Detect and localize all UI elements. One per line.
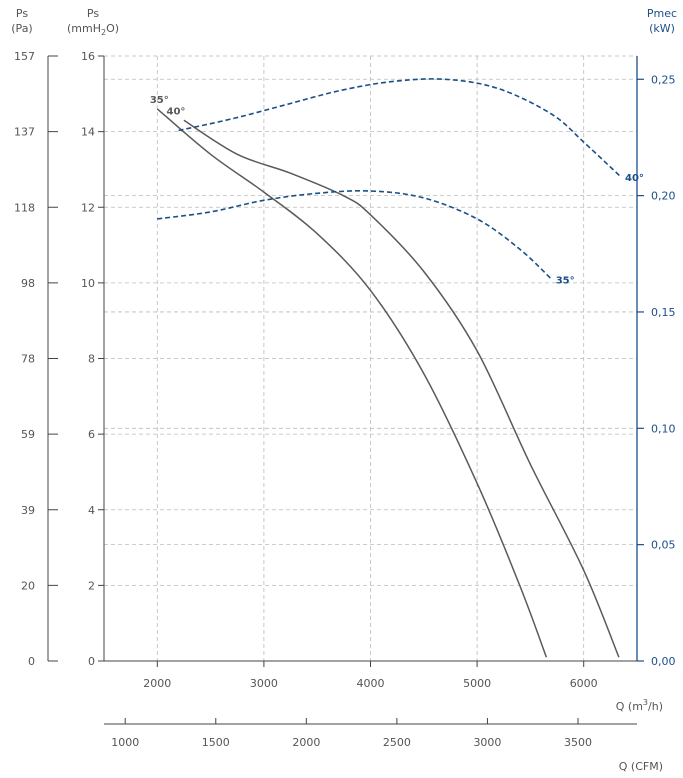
tick-label-mmh2o-8: 8 bbox=[88, 353, 95, 366]
pressure-curve-35 bbox=[156, 108, 548, 658]
pmec-axis-title-line2: (kW) bbox=[649, 22, 675, 35]
tick-label-flow-cfm-1000: 1000 bbox=[111, 736, 139, 749]
tick-label-flow-m3h-3000: 3000 bbox=[250, 677, 278, 690]
grid-lines bbox=[104, 55, 637, 661]
tick-label-mmh2o-4: 4 bbox=[88, 504, 95, 517]
tick-label-mmh2o-6: 6 bbox=[88, 428, 95, 441]
tick-label-flow-m3h-2000: 2000 bbox=[143, 677, 171, 690]
tick-label-pa-5: 98 bbox=[21, 277, 35, 290]
pressure-curve-40 bbox=[183, 119, 620, 658]
mmh2o-axis-title-line2: (mmH2O) bbox=[67, 22, 119, 37]
flow-m3h-title-superscript: 3 bbox=[643, 698, 648, 707]
tick-label-pmec-1: 0,05 bbox=[651, 539, 676, 552]
tick-label-flow-m3h-6000: 6000 bbox=[570, 677, 598, 690]
tick-label-pa-7: 137 bbox=[14, 126, 35, 139]
pressure-curve-label-35: 35° bbox=[150, 95, 169, 106]
tick-label-mmh2o-2: 2 bbox=[88, 579, 95, 592]
tick-label-pa-2: 39 bbox=[21, 504, 35, 517]
power-curve-label-40: 40° bbox=[625, 173, 644, 184]
pmec-axis-title-line1: Pmec bbox=[647, 7, 677, 20]
mmh2o-title-subscript: 2 bbox=[101, 28, 106, 37]
mmh2o-title-prefix: (mmH bbox=[67, 22, 101, 35]
tick-label-mmh2o-10: 10 bbox=[81, 277, 95, 290]
pa-axis-title-line1: Ps bbox=[16, 7, 28, 20]
flow-m3h-title-suffix: /h) bbox=[648, 700, 663, 713]
flow-cfm-axis-title: Q (CFM) bbox=[619, 760, 663, 773]
tick-label-pmec-3: 0,15 bbox=[651, 306, 676, 319]
power-curve-35 bbox=[157, 189, 553, 280]
power-curve-40 bbox=[178, 78, 622, 178]
tick-label-pa-3: 59 bbox=[21, 428, 35, 441]
tick-label-flow-m3h-4000: 4000 bbox=[357, 677, 385, 690]
tick-label-mmh2o-16: 16 bbox=[81, 50, 95, 63]
tick-label-pmec-5: 0,25 bbox=[651, 73, 676, 86]
axis-ticks: 0 2 4 6 8 10 12 14 16 0 20 39 59 78 98 118 137 157 0,00 0,0… bbox=[14, 50, 676, 749]
tick-label-flow-cfm-2000: 2000 bbox=[292, 736, 320, 749]
tick-label-flow-cfm-3000: 3000 bbox=[473, 736, 501, 749]
tick-label-pmec-0: 0,00 bbox=[651, 655, 676, 668]
flow-m3h-axis-title: Q (m3/h) bbox=[616, 698, 663, 713]
tick-label-mmh2o-14: 14 bbox=[81, 126, 95, 139]
tick-label-pa-1: 20 bbox=[21, 579, 35, 592]
tick-label-mmh2o-0: 0 bbox=[88, 655, 95, 668]
tick-label-flow-m3h-5000: 5000 bbox=[463, 677, 491, 690]
tick-label-flow-cfm-3500: 3500 bbox=[564, 736, 592, 749]
tick-label-pa-4: 78 bbox=[21, 353, 35, 366]
tick-label-pa-6: 118 bbox=[14, 201, 35, 214]
mmh2o-title-suffix: O) bbox=[106, 22, 119, 35]
pressure-curve-label-40: 40° bbox=[166, 106, 185, 117]
mmh2o-axis-title-line1: Ps bbox=[87, 7, 99, 20]
tick-label-flow-cfm-1500: 1500 bbox=[202, 736, 230, 749]
tick-label-pa-8: 157 bbox=[14, 50, 35, 63]
tick-label-pmec-4: 0,20 bbox=[651, 190, 676, 203]
tick-label-mmh2o-12: 12 bbox=[81, 201, 95, 214]
tick-label-pa-0: 0 bbox=[28, 655, 35, 668]
curves: 35°40°35°40° bbox=[150, 78, 644, 658]
tick-label-pmec-2: 0,10 bbox=[651, 422, 676, 435]
pa-axis-title-line2: (Pa) bbox=[11, 22, 32, 35]
power-curve-label-35: 35° bbox=[556, 275, 575, 286]
flow-m3h-title-prefix: Q (m bbox=[616, 700, 643, 713]
tick-label-flow-cfm-2500: 2500 bbox=[383, 736, 411, 749]
